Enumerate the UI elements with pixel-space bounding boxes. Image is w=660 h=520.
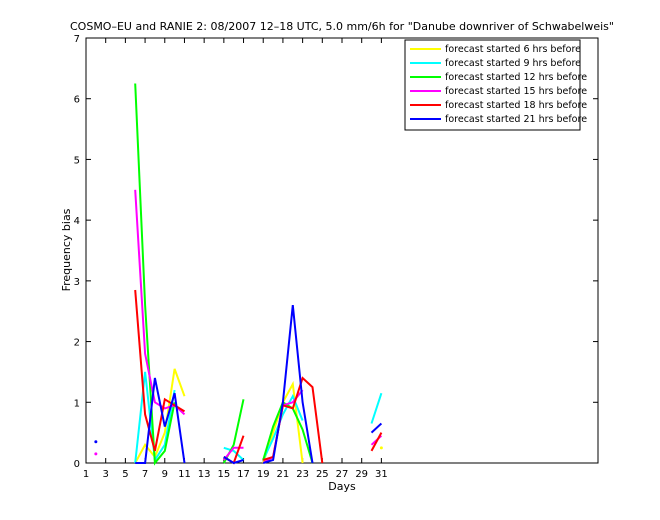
x-tick-label: 23 [296, 469, 309, 480]
y-tick-label: 5 [74, 155, 80, 166]
y-axis-label: Frequency bias [60, 208, 73, 291]
x-tick-label: 7 [142, 469, 148, 480]
y-tick-label: 2 [74, 338, 80, 349]
x-tick-label: 31 [375, 469, 388, 480]
x-tick-label: 11 [178, 469, 191, 480]
legend-label: forecast started 9 hrs before [445, 58, 581, 69]
x-tick-label: 13 [198, 469, 211, 480]
y-tick-label: 7 [74, 34, 80, 45]
y-tick-label: 3 [74, 277, 80, 288]
x-tick-label: 29 [355, 469, 368, 480]
x-tick-label: 25 [316, 469, 329, 480]
series-line [134, 83, 176, 466]
legend-box [404, 39, 581, 131]
x-tick-label: 5 [122, 469, 128, 480]
series-line [370, 392, 383, 424]
series-line [370, 432, 383, 452]
legend-label: forecast started 21 hrs before [445, 114, 587, 125]
y-tick-label: 1 [74, 398, 80, 409]
x-tick-label: 1 [83, 469, 89, 480]
data-point [379, 446, 383, 450]
series-line [223, 456, 244, 465]
series-line [223, 446, 244, 461]
data-point [94, 452, 98, 456]
x-tick-label: 17 [237, 469, 250, 480]
x-tick-label: 21 [277, 469, 290, 480]
legend-label: forecast started 12 hrs before [445, 72, 587, 83]
y-tick-label: 0 [74, 459, 80, 470]
series-line [262, 304, 314, 464]
y-tick-label: 6 [74, 95, 80, 106]
chart-title: COSMO–EU and RANIE 2: 08/2007 12–18 UTC,… [70, 20, 614, 33]
x-axis-label: Days [328, 480, 356, 493]
legend-label: forecast started 6 hrs before [445, 44, 581, 55]
x-tick-label: 19 [257, 469, 270, 480]
x-tick-label: 3 [103, 469, 109, 480]
series-line [134, 368, 186, 464]
data-point [94, 440, 98, 444]
series-line [262, 393, 304, 461]
series-line [223, 446, 245, 461]
x-tick-label: 15 [217, 469, 230, 480]
legend: forecast started 6 hrs before forecast st… [404, 39, 587, 131]
series-line [370, 422, 383, 434]
x-tick-label: 9 [162, 469, 168, 480]
y-tick-label: 4 [74, 216, 80, 227]
legend-label: forecast started 18 hrs before [445, 100, 587, 111]
legend-label: forecast started 15 hrs before [445, 86, 587, 97]
series-line [262, 400, 314, 464]
series-line [135, 377, 186, 464]
x-tick-label: 27 [336, 469, 349, 480]
